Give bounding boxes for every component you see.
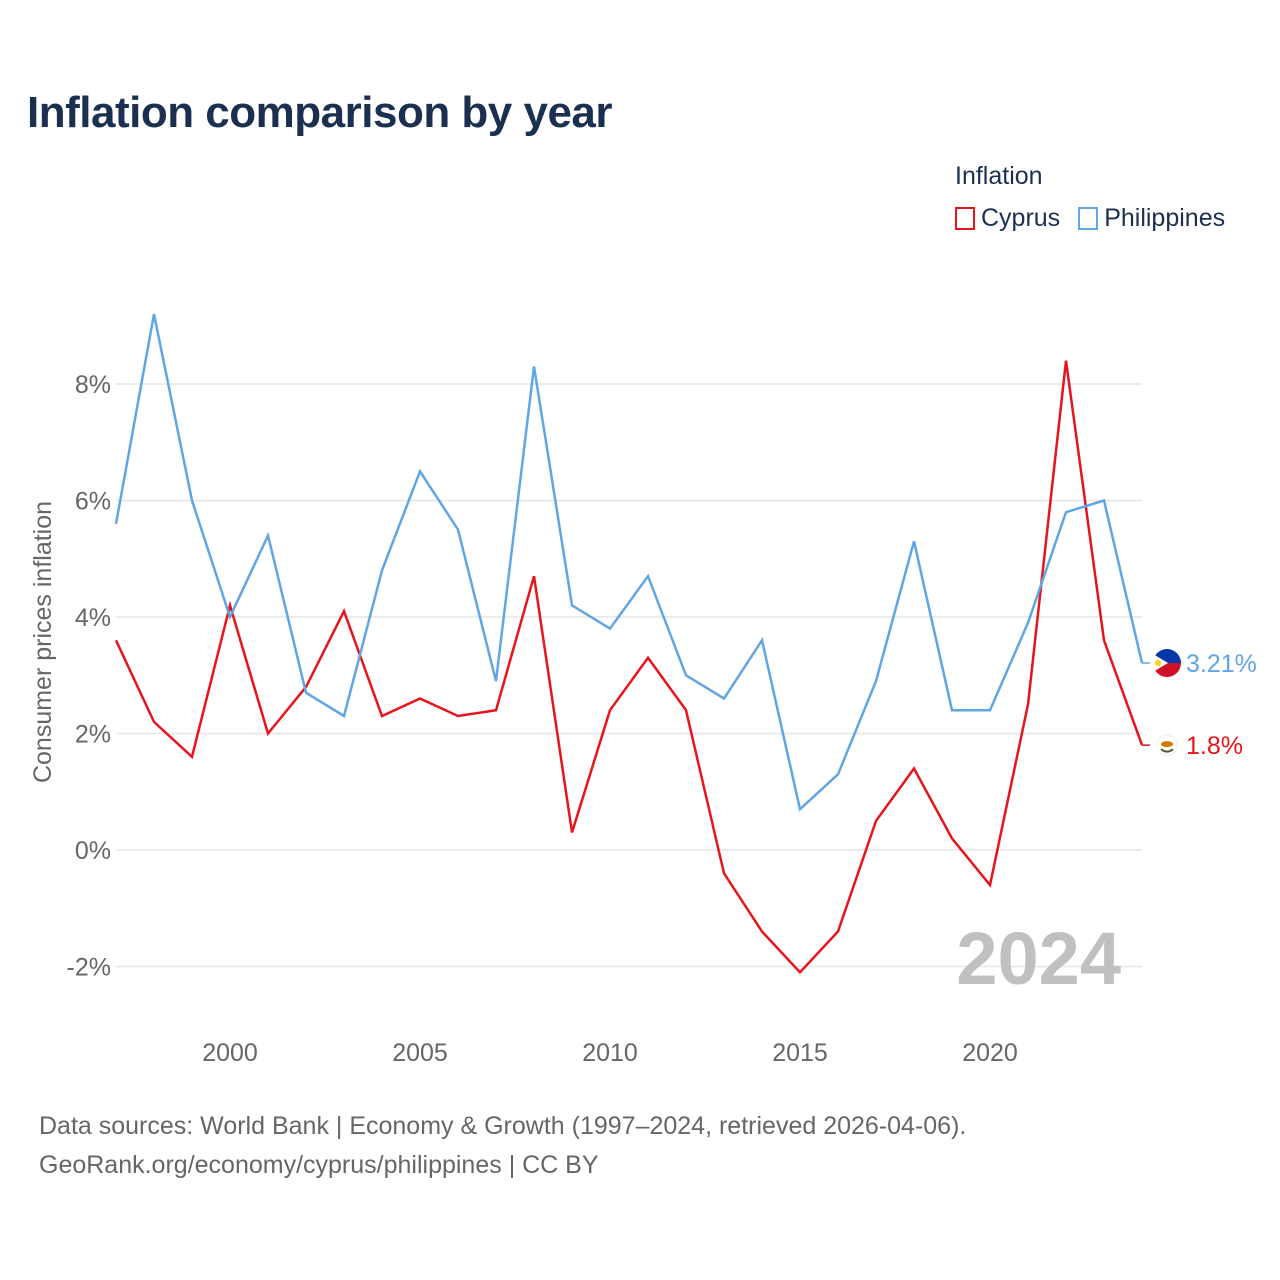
end-label-philippines: 3.21% (1186, 650, 1257, 678)
y-axis-label: Consumer prices inflation (29, 501, 57, 783)
y-tick-label: 0% (75, 837, 111, 865)
y-tick-label: 4% (75, 604, 111, 632)
footer-sources: Data sources: World Bank | Economy & Gro… (39, 1112, 967, 1140)
cyprus-flag-icon (1156, 734, 1178, 756)
legend: Cyprus Philippines (955, 204, 1225, 233)
y-tick-label: -2% (67, 954, 111, 982)
series-lines (114, 313, 1144, 975)
legend-swatch-philippines (1078, 207, 1099, 230)
x-tick-labels: 2000 2005 2010 2015 2020 (202, 1039, 1018, 1067)
footer: Data sources: World Bank | Economy & Gro… (39, 1107, 966, 1185)
chart-title: Inflation comparison by year (27, 88, 613, 137)
y-tick-label: 2% (75, 721, 111, 749)
philippines-flag-icon (1149, 649, 1181, 678)
end-label-cyprus: 1.8% (1186, 732, 1243, 760)
series-line-philippines[interactable] (114, 313, 1144, 812)
legend-item-cyprus[interactable]: Cyprus (955, 204, 1060, 233)
x-tick-label: 2020 (962, 1039, 1018, 1067)
x-tick-label: 2005 (392, 1039, 448, 1067)
legend-swatch-cyprus (955, 207, 975, 230)
x-tick-label: 2015 (772, 1039, 828, 1067)
y-tick-label: 6% (75, 488, 111, 516)
legend-item-philippines[interactable]: Philippines (1078, 204, 1225, 233)
end-markers: 1.8% 3.21% (1142, 649, 1257, 760)
legend-label-philippines: Philippines (1104, 204, 1226, 232)
series-line-cyprus[interactable] (114, 360, 1144, 975)
legend-title: Inflation (955, 162, 1043, 190)
y-tick-label: 8% (75, 371, 111, 399)
grid-lines (116, 383, 1142, 968)
x-tick-label: 2010 (582, 1039, 638, 1067)
year-annotation: 2024 (956, 917, 1121, 1000)
x-tick-label: 2000 (202, 1039, 258, 1067)
legend-label-cyprus: Cyprus (981, 204, 1061, 232)
y-tick-labels: -2% 0% 2% 4% 6% 8% (67, 371, 111, 982)
line-chart: -2% 0% 2% 4% 6% 8% 2000 2005 2010 2015 2020 Consu… (29, 313, 1257, 1067)
footer-link[interactable]: GeoRank.org/economy/cyprus/philippines |… (39, 1151, 599, 1179)
